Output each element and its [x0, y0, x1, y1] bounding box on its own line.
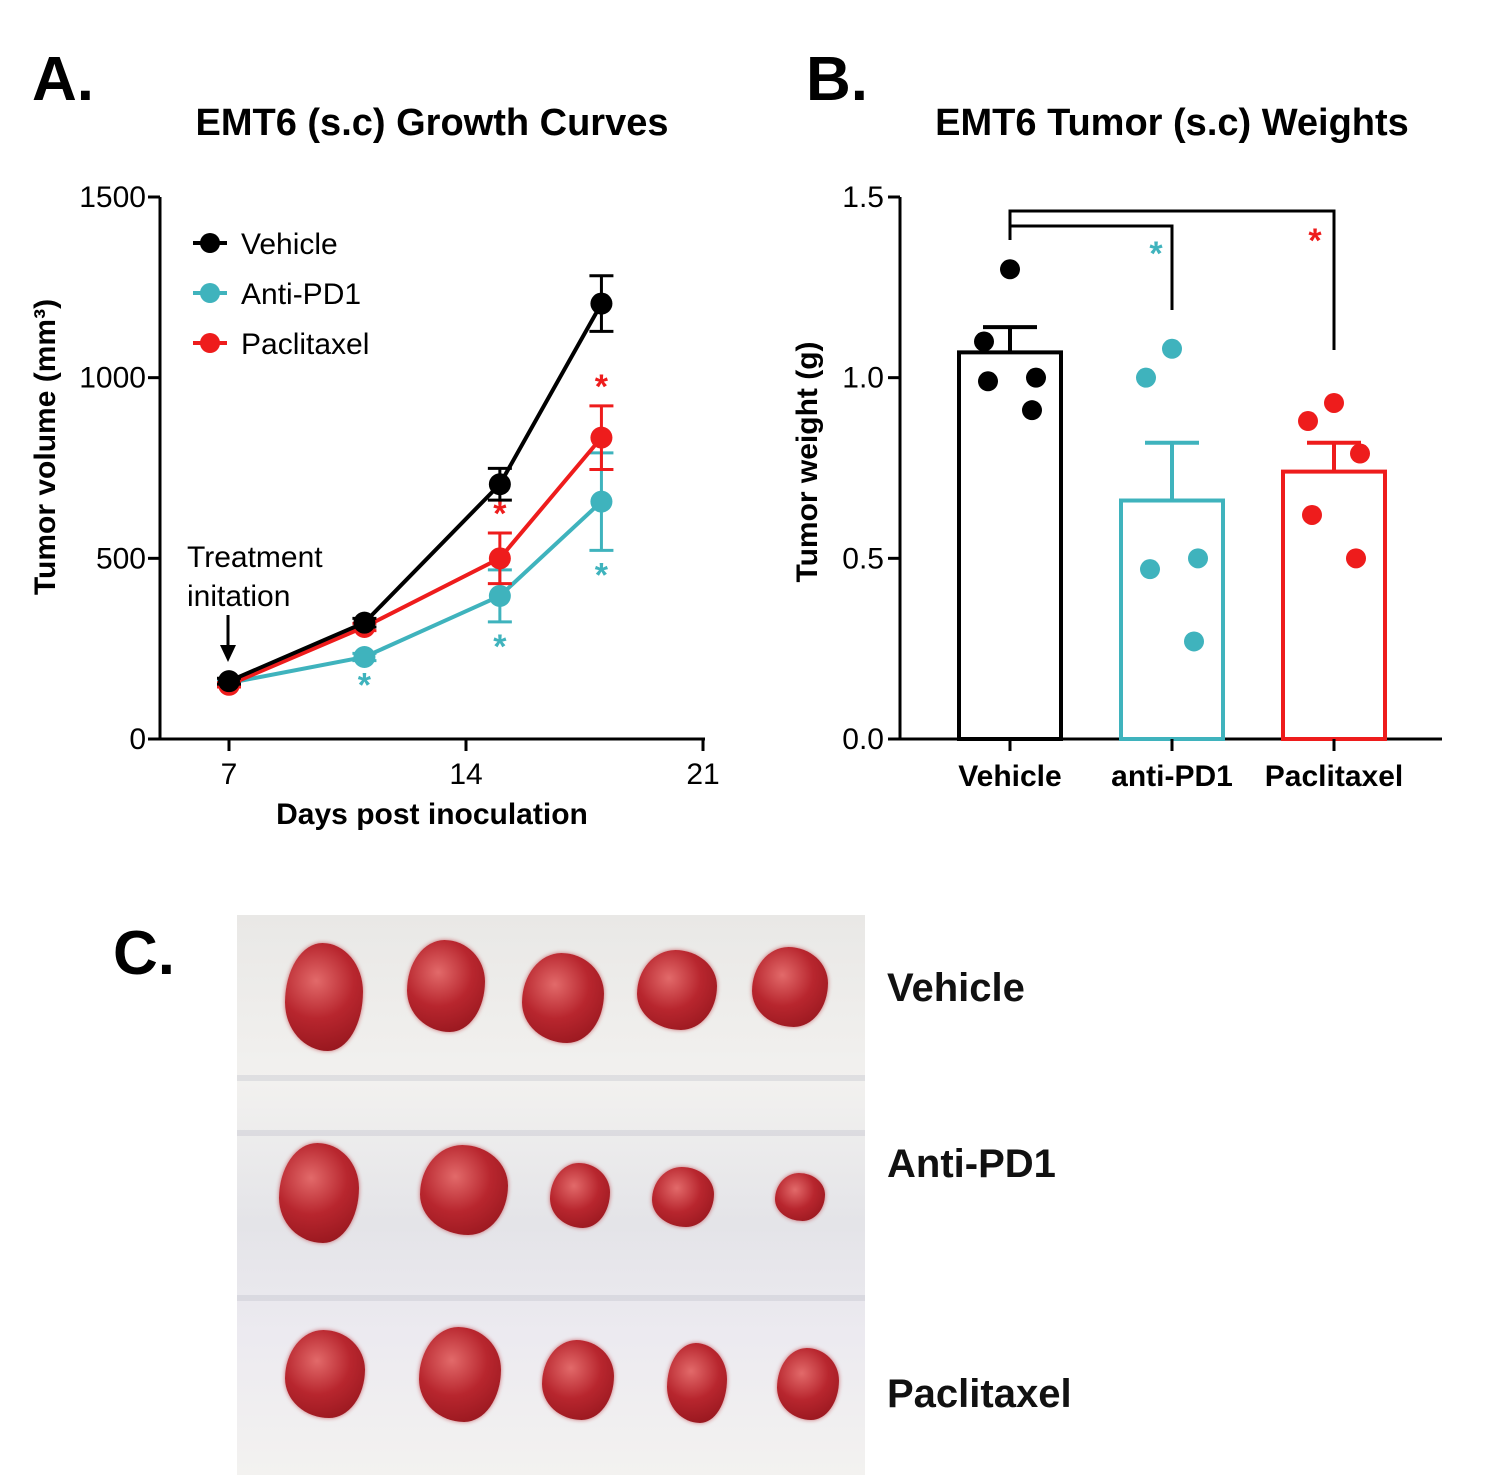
figure-charts: A. B. EMT6 (s.c) Growth Curves EMT6 Tumo…	[29, 45, 1442, 831]
annotation-line1: Treatment	[187, 541, 323, 574]
panel-label-c: C.	[113, 919, 175, 988]
tumor-specimen	[752, 947, 828, 1027]
error-bar	[983, 325, 1037, 353]
data-point	[1000, 259, 1020, 280]
panel-label-a: A.	[32, 45, 94, 114]
chart-b-title: EMT6 Tumor (s.c) Weights	[935, 102, 1409, 144]
legend-marker	[200, 333, 220, 353]
tumor-specimen	[279, 1143, 359, 1243]
error-bar	[1145, 440, 1199, 501]
data-point	[974, 331, 994, 352]
data-point	[1324, 392, 1344, 413]
tumor-specimen	[420, 1145, 508, 1235]
series-line-0	[228, 302, 604, 684]
tumor-specimen	[652, 1167, 714, 1227]
bar-paclitaxel	[1281, 469, 1387, 741]
treatment-arrow-icon	[220, 615, 236, 662]
x-tick-label: 14	[449, 758, 482, 791]
photo-label-vehicle: Vehicle	[887, 966, 1025, 1010]
data-point	[1022, 400, 1042, 421]
data-point	[353, 611, 376, 634]
x-tick-label: Paclitaxel	[1265, 760, 1403, 793]
y-tick-label: 500	[96, 542, 146, 575]
significance-star: *	[1308, 222, 1322, 260]
y-tick-label: 0.5	[842, 542, 884, 575]
data-point	[590, 292, 613, 315]
chart-b-ylabel: Tumor weight (g)	[791, 341, 824, 582]
bar-vehicle	[957, 350, 1063, 741]
photo-label-anti-pd1: Anti-PD1	[887, 1142, 1056, 1186]
x-tick-label: anti-PD1	[1111, 760, 1233, 793]
tumor-specimen	[550, 1163, 610, 1228]
tumor-specimen	[542, 1340, 614, 1420]
data-point	[218, 670, 240, 693]
chart-a-ylabel: Tumor volume (mm³)	[29, 299, 62, 595]
series-line-2	[228, 436, 603, 687]
chart-a-title: EMT6 (s.c) Growth Curves	[196, 102, 669, 144]
data-point	[590, 490, 613, 513]
data-point	[353, 645, 376, 668]
x-tick-label: 7	[221, 758, 238, 791]
data-point	[1298, 411, 1318, 432]
tumor-specimen	[419, 1327, 501, 1422]
tumor-specimen	[285, 943, 363, 1051]
y-tick-label: 0	[129, 723, 146, 756]
tumor-photo	[237, 915, 865, 1475]
tumor-specimen	[775, 1173, 825, 1221]
tumor-specimen	[407, 940, 485, 1032]
data-point	[590, 426, 613, 449]
data-point	[1350, 443, 1370, 464]
bar-anti-pd1	[1119, 498, 1225, 741]
significance-star: *	[493, 495, 507, 533]
data-point	[488, 547, 511, 570]
significance-star: *	[493, 628, 507, 666]
legend-label: Vehicle	[241, 228, 338, 261]
legend-marker	[200, 233, 220, 253]
y-tick-label: 1500	[79, 181, 146, 214]
error-bar	[1307, 440, 1361, 472]
y-tick-label: 1.0	[842, 362, 884, 395]
data-point	[978, 371, 998, 392]
legend-label: Anti-PD1	[241, 278, 361, 311]
tumor-specimen	[777, 1348, 839, 1420]
data-point	[1026, 367, 1046, 388]
tumor-specimen	[285, 1330, 365, 1418]
data-point	[488, 473, 511, 496]
annotation-line2: initation	[187, 580, 290, 613]
significance-bracket-anti-pd1	[1010, 224, 1174, 310]
tumor-specimen	[667, 1343, 727, 1423]
data-point	[1140, 559, 1160, 580]
panel-label-b: B.	[806, 45, 868, 114]
data-point	[1184, 631, 1204, 652]
data-point	[1302, 504, 1322, 525]
significance-star: *	[1149, 235, 1163, 273]
y-tick-label: 1000	[79, 362, 146, 395]
series-line-1	[228, 500, 603, 685]
data-point	[1136, 367, 1156, 388]
legend-marker	[200, 283, 220, 303]
photo-label-paclitaxel: Paclitaxel	[887, 1372, 1072, 1416]
legend-label: Paclitaxel	[241, 328, 369, 361]
y-tick-label: 1.5	[842, 181, 884, 214]
data-point	[1188, 548, 1208, 569]
x-tick-label: 21	[686, 758, 719, 791]
x-tick-label: Vehicle	[958, 760, 1061, 793]
tumor-specimen	[522, 953, 604, 1043]
significance-star: *	[595, 556, 609, 594]
y-tick-label: 0.0	[842, 723, 884, 756]
data-point	[1162, 338, 1182, 359]
tumor-specimen	[637, 950, 717, 1030]
chart-a-xlabel: Days post inoculation	[276, 798, 588, 831]
significance-star: *	[358, 667, 372, 705]
data-point	[488, 584, 511, 607]
data-point	[1346, 548, 1366, 569]
significance-star: *	[595, 368, 609, 406]
